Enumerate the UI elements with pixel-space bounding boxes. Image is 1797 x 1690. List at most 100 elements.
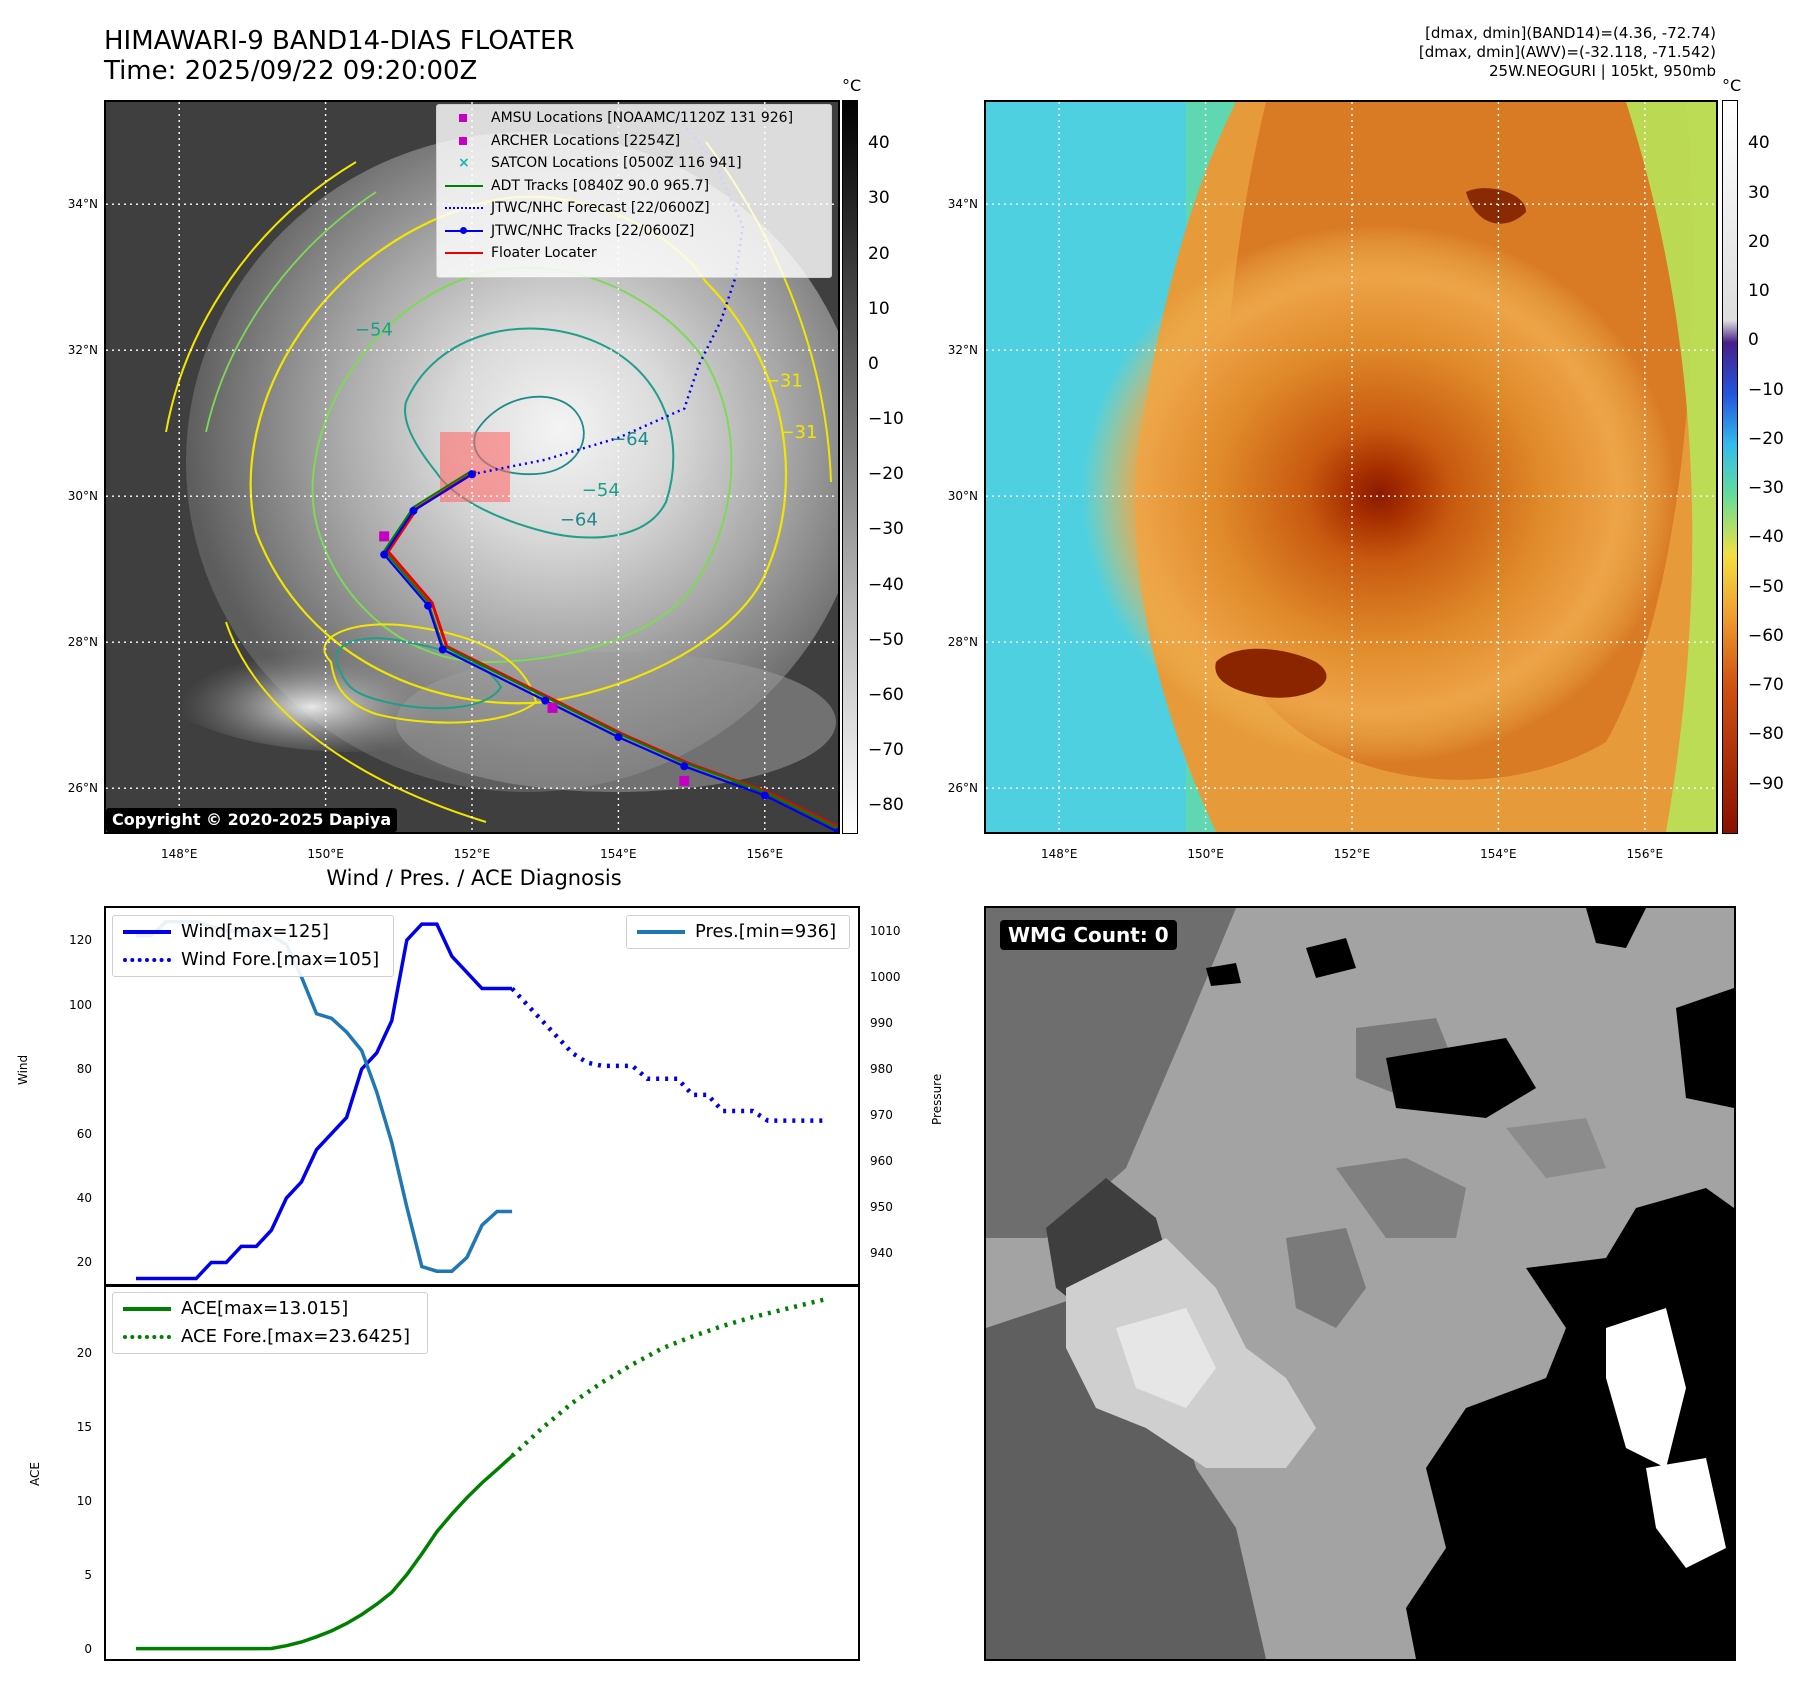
legend-entry: ACE Fore.[max=23.6425] xyxy=(121,1323,419,1351)
legend-entry: Pres.[min=936] xyxy=(635,918,841,946)
wind-tick-label: 60 xyxy=(76,1126,92,1141)
lon-tick-label: 152°E xyxy=(1333,847,1371,861)
map-legend: AMSU Locations [NOAAMC/1120Z 131 926] ARC… xyxy=(436,104,832,278)
jtwc-track-point xyxy=(834,828,838,832)
ace-tick-label: 15 xyxy=(76,1419,92,1434)
color-colorbar-tick: 10 xyxy=(1748,281,1770,302)
ir-grayscale-map: −64 −54 −64 −54 −31 −31 Copyright © 2020-2025… xyxy=(104,100,840,834)
contour-label: −54 xyxy=(355,320,393,341)
lon-tick-label: 154°E xyxy=(1480,847,1517,861)
gray-colorbar-tick: 30 xyxy=(868,188,890,209)
legend-line-icon xyxy=(443,246,485,260)
legend-dotted-line-icon xyxy=(121,953,173,967)
wind-tick-label: 100 xyxy=(69,997,92,1012)
lat-tick-label: 26°N xyxy=(67,781,98,796)
color-colorbar-unit: °C xyxy=(1722,76,1742,95)
figure-title: HIMAWARI-9 BAND14-DIAS FLOATER xyxy=(104,26,575,56)
ace-legend: ACE[max=13.015] ACE Fore.[max=23.6425] xyxy=(112,1292,428,1354)
lon-tick-label: 150°E xyxy=(307,847,344,861)
color-colorbar-tick: 40 xyxy=(1748,133,1770,154)
color-colorbar-tick: −90 xyxy=(1748,773,1784,794)
pressure-tick-label: 960 xyxy=(870,1153,893,1168)
wind-tick-label: 80 xyxy=(76,1062,92,1077)
legend-solid-line-icon xyxy=(121,925,173,939)
jtwc-track-point xyxy=(380,550,389,559)
color-colorbar-tick: 20 xyxy=(1748,231,1770,252)
legend-square-icon xyxy=(443,134,485,148)
pressure-axis-label: Pressure xyxy=(930,1073,944,1125)
legend-entry: Wind[max=125] xyxy=(121,918,385,946)
pressure-legend: Pres.[min=936] xyxy=(626,915,850,949)
color-map-canvas xyxy=(986,102,1716,832)
color-colorbar xyxy=(1722,100,1738,834)
ace-plot xyxy=(136,1296,829,1651)
jtwc-track-point xyxy=(541,696,550,705)
color-colorbar-tick: −20 xyxy=(1748,428,1784,449)
legend-label: JTWC/NHC Forecast [22/0600Z] xyxy=(491,200,710,217)
lat-tick-label: 26°N xyxy=(947,781,978,796)
jtwc-track-point xyxy=(760,791,769,800)
amsu-location-marker xyxy=(679,775,690,786)
amsu-location-marker xyxy=(547,702,558,713)
dmax-awv: [dmax, dmin](AWV)=(-32.118, -71.542) xyxy=(1418,43,1716,61)
adt-track xyxy=(382,469,838,830)
legend-entry: ARCHER Locations [2254Z] xyxy=(443,130,825,153)
wind-axis-label: Wind xyxy=(16,1054,30,1085)
color-colorbar-tick: −40 xyxy=(1748,527,1784,548)
legend-label: ADT Tracks [0840Z 90.0 965.7] xyxy=(491,177,710,194)
ace-tick-label: 0 xyxy=(84,1641,92,1656)
gray-colorbar-tick: −80 xyxy=(868,795,904,816)
color-colorbar-tick: −80 xyxy=(1748,724,1784,745)
gray-colorbar-unit: °C xyxy=(842,76,862,95)
pressure-tick-label: 1000 xyxy=(870,969,901,984)
jtwc-track-point xyxy=(438,645,447,654)
contour-label: −31 xyxy=(765,371,803,392)
legend-entry: × SATCON Locations [0500Z 116 941] xyxy=(443,152,825,175)
ace-tick-label: 10 xyxy=(76,1493,92,1508)
legend-label: ACE[max=13.015] xyxy=(181,1298,349,1319)
gray-colorbar-tick: −60 xyxy=(868,685,904,706)
gray-colorbar-tick: −20 xyxy=(868,464,904,485)
legend-line-icon xyxy=(443,179,485,193)
wmg-count-badge: WMG Count: 0 xyxy=(1000,920,1177,950)
pressure-tick-label: 990 xyxy=(870,1015,893,1030)
ir-color-map xyxy=(984,100,1718,834)
legend-label: ACE Fore.[max=23.6425] xyxy=(181,1326,410,1347)
lat-tick-label: 32°N xyxy=(947,343,978,358)
contour-label: −64 xyxy=(611,429,649,450)
color-colorbar-tick: −10 xyxy=(1748,379,1784,400)
gray-colorbar-tick: −70 xyxy=(868,740,904,761)
jtwc-track-point xyxy=(424,601,433,610)
lat-tick-label: 30°N xyxy=(947,489,978,504)
legend-entry: Floater Locater xyxy=(443,242,825,265)
contour-label: −31 xyxy=(779,422,817,443)
lon-tick-label: 148°E xyxy=(160,847,198,861)
amsu-location-marker xyxy=(379,531,390,542)
pressure-tick-label: 940 xyxy=(870,1245,893,1260)
gray-colorbar-tick: 40 xyxy=(868,133,890,154)
pressure-tick-label: 1010 xyxy=(870,923,901,938)
lon-tick-label: 156°E xyxy=(746,847,784,861)
legend-entry: JTWC/NHC Forecast [22/0600Z] xyxy=(443,197,825,220)
legend-entry: ACE[max=13.015] xyxy=(121,1295,419,1323)
wmg-canvas xyxy=(986,908,1734,1659)
wind-tick-label: 120 xyxy=(69,933,92,948)
legend-entry: JTWC/NHC Tracks [22/0600Z] xyxy=(443,220,825,243)
wind-legend: Wind[max=125] Wind Fore.[max=105] xyxy=(112,915,394,977)
legend-entry: Wind Fore.[max=105] xyxy=(121,946,385,974)
diagnosis-title: Wind / Pres. / ACE Diagnosis xyxy=(326,866,622,890)
lat-tick-label: 34°N xyxy=(67,197,98,212)
legend-x-icon: × xyxy=(458,155,470,172)
wind-tick-label: 40 xyxy=(76,1191,92,1205)
pressure-tick-label: 980 xyxy=(870,1061,893,1076)
wind-tick-label: 20 xyxy=(76,1255,92,1270)
gray-colorbar-tick: −50 xyxy=(868,629,904,650)
legend-label: AMSU Locations [NOAAMC/1120Z 131 926] xyxy=(491,110,794,127)
wmg-panel: WMG Count: 0 xyxy=(984,906,1736,1661)
legend-label: JTWC/NHC Tracks [22/0600Z] xyxy=(491,222,695,239)
color-colorbar-tick: −70 xyxy=(1748,675,1784,696)
ace-tick-label: 5 xyxy=(84,1567,92,1582)
lon-tick-label: 154°E xyxy=(600,847,637,861)
lon-tick-label: 152°E xyxy=(453,847,491,861)
lon-tick-label: 156°E xyxy=(1626,847,1664,861)
